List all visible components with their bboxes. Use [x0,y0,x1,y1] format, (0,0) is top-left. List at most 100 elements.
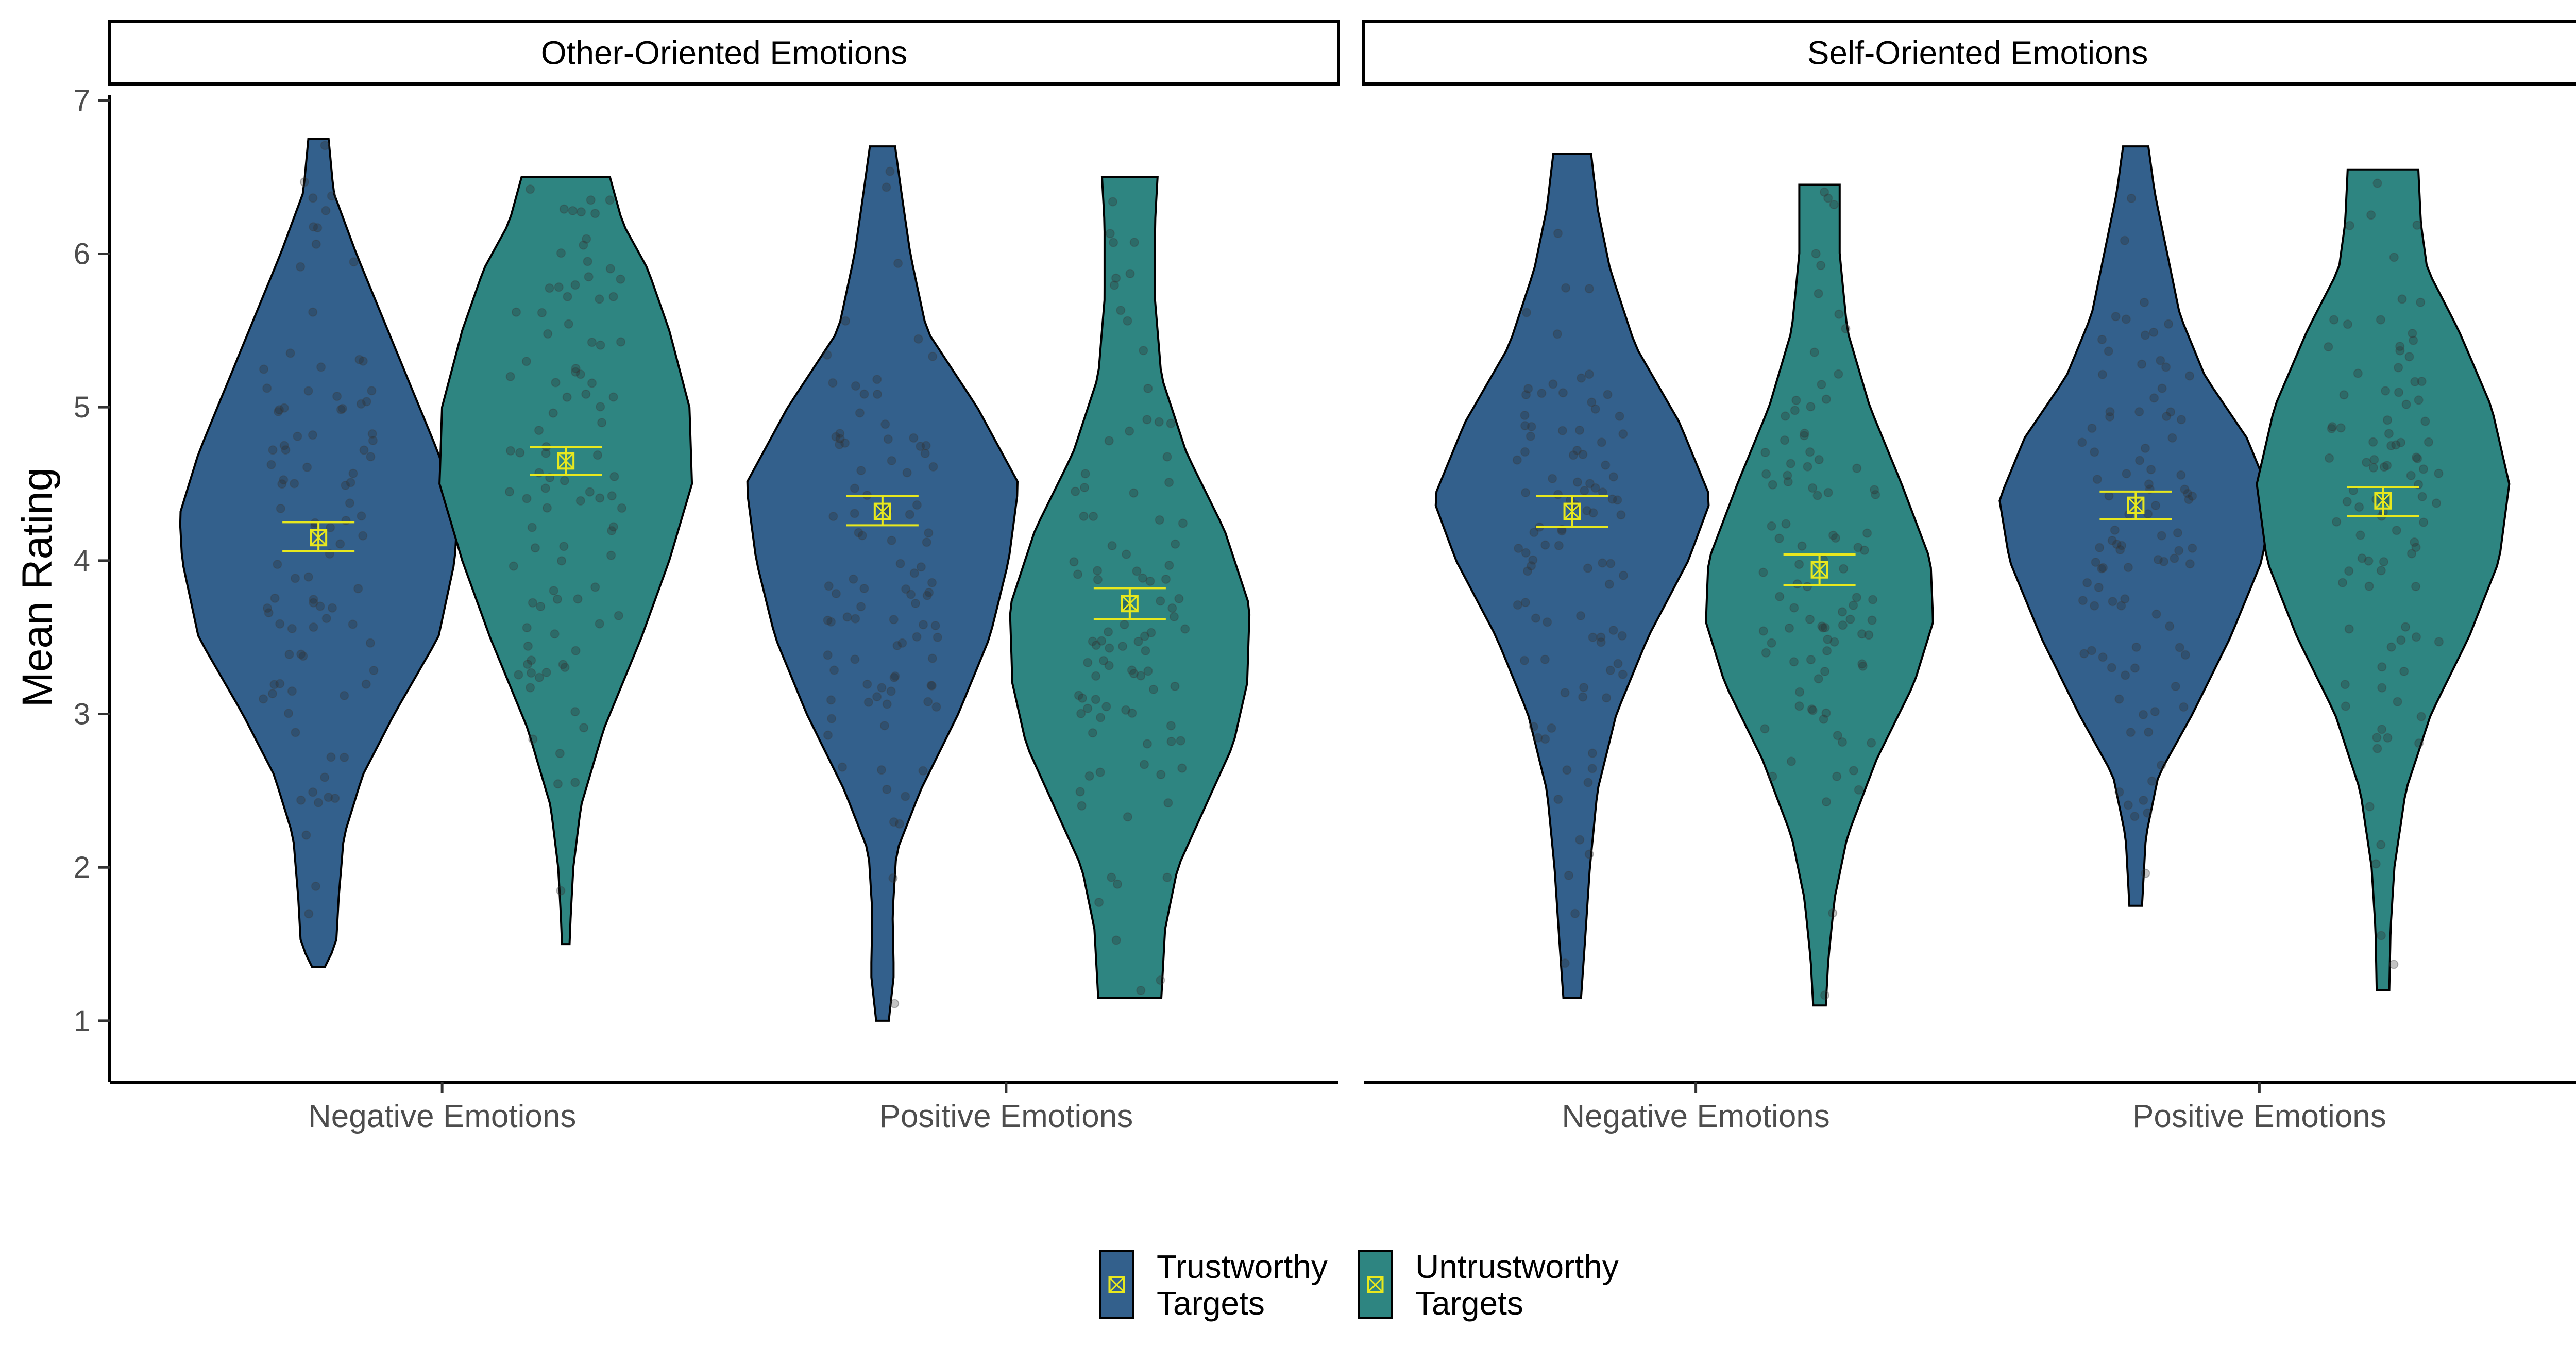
mean-marker-cross [310,529,327,546]
data-point [1548,379,1558,389]
data-point [1519,655,1529,665]
data-point [1590,404,1600,414]
data-point [1590,483,1600,493]
data-point [1838,620,1848,630]
data-point [2410,537,2419,547]
data-point [575,369,585,379]
data-point [1598,558,1607,568]
data-point [831,589,841,598]
data-point [291,728,300,737]
data-point [1176,736,1185,746]
data-point [287,686,297,696]
data-point [1537,389,1547,398]
data-point [1791,395,1801,405]
data-point [584,272,594,282]
x-tick-label: Negative Emotions [1562,1099,1829,1134]
y-tick-label: 3 [74,698,90,731]
data-point [1758,626,1768,636]
data-point [284,649,294,659]
violin-trustworthy [1998,145,2273,907]
data-point [527,655,536,665]
data-point [1577,373,1586,383]
data-point [285,348,295,358]
data-point [2379,462,2389,472]
data-point [1156,975,1165,985]
data-point [2409,335,2418,345]
data-point [1812,491,1822,500]
data-point [1533,733,1543,743]
data-point [1178,518,1188,528]
data-point [1789,657,1799,667]
data-point [1127,665,1137,675]
mean-marker [557,452,575,470]
data-point [2184,495,2194,504]
y-tick-label: 5 [74,391,90,424]
data-point [2393,697,2402,706]
data-point [2173,528,2182,538]
violin-untrustworthy [1705,183,1934,1007]
data-point [284,709,293,718]
data-point [505,446,515,456]
data-point [369,666,379,675]
data-point [287,624,297,633]
data-point [922,591,932,600]
data-point [911,599,920,608]
data-point [1141,646,1150,655]
data-point [2411,543,2421,552]
data-point [1789,603,1799,613]
data-point [1838,737,1847,747]
data-point [2396,437,2405,447]
mean-marker [2374,492,2392,510]
data-point [2354,502,2364,512]
data-point [1074,691,1083,700]
data-point [309,222,318,232]
data-point [1564,870,1573,880]
data-point [2180,484,2190,494]
data-point [859,389,869,399]
data-point [579,723,589,733]
data-point [340,752,349,762]
data-point [887,456,896,465]
data-point [1615,411,1624,421]
panels: Other-Oriented Emotions 1 2 3 4 5 6 7 Negative E… [74,20,2576,1134]
data-point [571,646,581,655]
data-point [2386,441,2396,450]
data-point [1097,636,1107,646]
data-point [1093,566,1103,576]
data-point [823,650,833,660]
data-point [505,372,515,381]
data-point [332,392,342,401]
data-point [1807,704,1817,714]
data-point [1528,555,1538,565]
data-point [2117,541,2127,550]
data-point [912,500,922,510]
data-point [616,274,625,284]
data-point [1572,477,1582,487]
data-point [1089,512,1098,521]
data-point [1156,596,1165,606]
data-point [882,182,891,192]
data-point [2104,491,2114,501]
data-point [924,528,934,538]
data-point [2141,868,2150,878]
data-point [2424,437,2433,447]
data-point [1093,575,1103,584]
data-point [1808,483,1818,493]
data-point [892,641,902,650]
violin-trustworthy [1434,153,1710,999]
data-point [2131,642,2141,652]
data-point [2386,642,2396,652]
data-point [2175,643,2184,652]
y-axis-label: Mean Rating [14,468,61,708]
data-point [1829,637,1839,647]
panel-title: Other-Oriented Emotions [541,35,907,72]
data-point [1838,607,1847,617]
data-point [2399,666,2409,676]
data-point [1167,603,1177,613]
data-point [1140,631,1149,641]
data-point [2179,702,2189,712]
data-point [2143,509,2153,519]
data-point [1584,849,1594,859]
data-point [1083,703,1093,713]
data-point [1822,797,1831,807]
